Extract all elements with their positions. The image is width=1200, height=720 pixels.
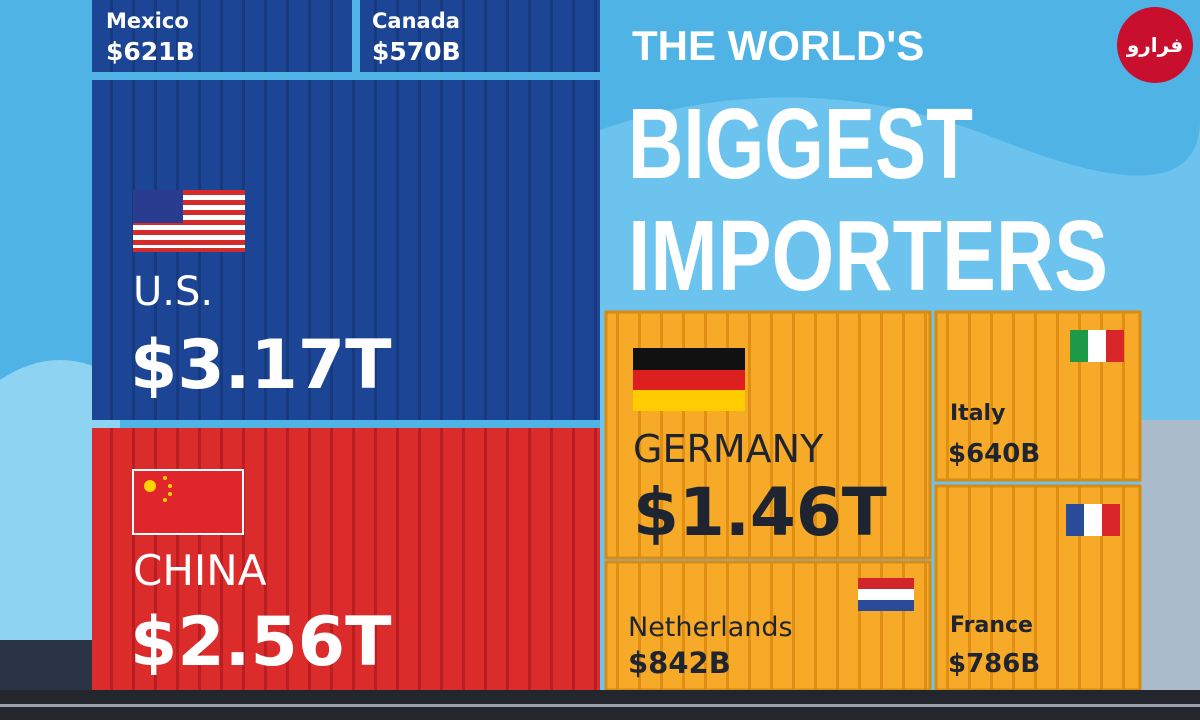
value: $640B: [948, 439, 1040, 469]
value: $842B: [628, 646, 731, 680]
container: [604, 560, 932, 692]
watermark: فرارو: [1126, 33, 1183, 57]
country: CHINA: [133, 546, 267, 595]
country: Mexico: [106, 9, 189, 33]
container: [92, 0, 352, 72]
title-line: BIGGEST: [628, 88, 973, 200]
value: $2.56T: [130, 603, 392, 682]
flag-italy: [1070, 330, 1124, 362]
country: France: [950, 613, 1033, 638]
flag-germany: [633, 348, 745, 411]
value: $1.46T: [633, 474, 887, 551]
flag-netherlands: [858, 578, 914, 611]
value: $786B: [948, 649, 1040, 679]
title-line: IMPORTERS: [628, 200, 1108, 312]
watermark-badge: [1117, 7, 1193, 83]
value: $3.17T: [130, 326, 392, 405]
value: $570B: [372, 37, 461, 66]
flags: [132, 190, 1124, 611]
value: $621B: [106, 37, 195, 66]
container: [360, 0, 600, 72]
country: U.S.: [133, 269, 213, 315]
cloud: [0, 360, 120, 720]
containers: [92, 0, 1142, 692]
country: GERMANY: [633, 427, 824, 471]
flag-china: [132, 469, 244, 535]
country: Canada: [372, 9, 460, 33]
flag-us: [133, 190, 245, 252]
deck-rail: [0, 704, 1200, 707]
country: Netherlands: [628, 612, 793, 643]
ship-structure: [1140, 420, 1200, 700]
flag-france: [1066, 504, 1120, 536]
title-line: THE WORLD'S: [632, 22, 924, 69]
country: Italy: [950, 401, 1005, 426]
